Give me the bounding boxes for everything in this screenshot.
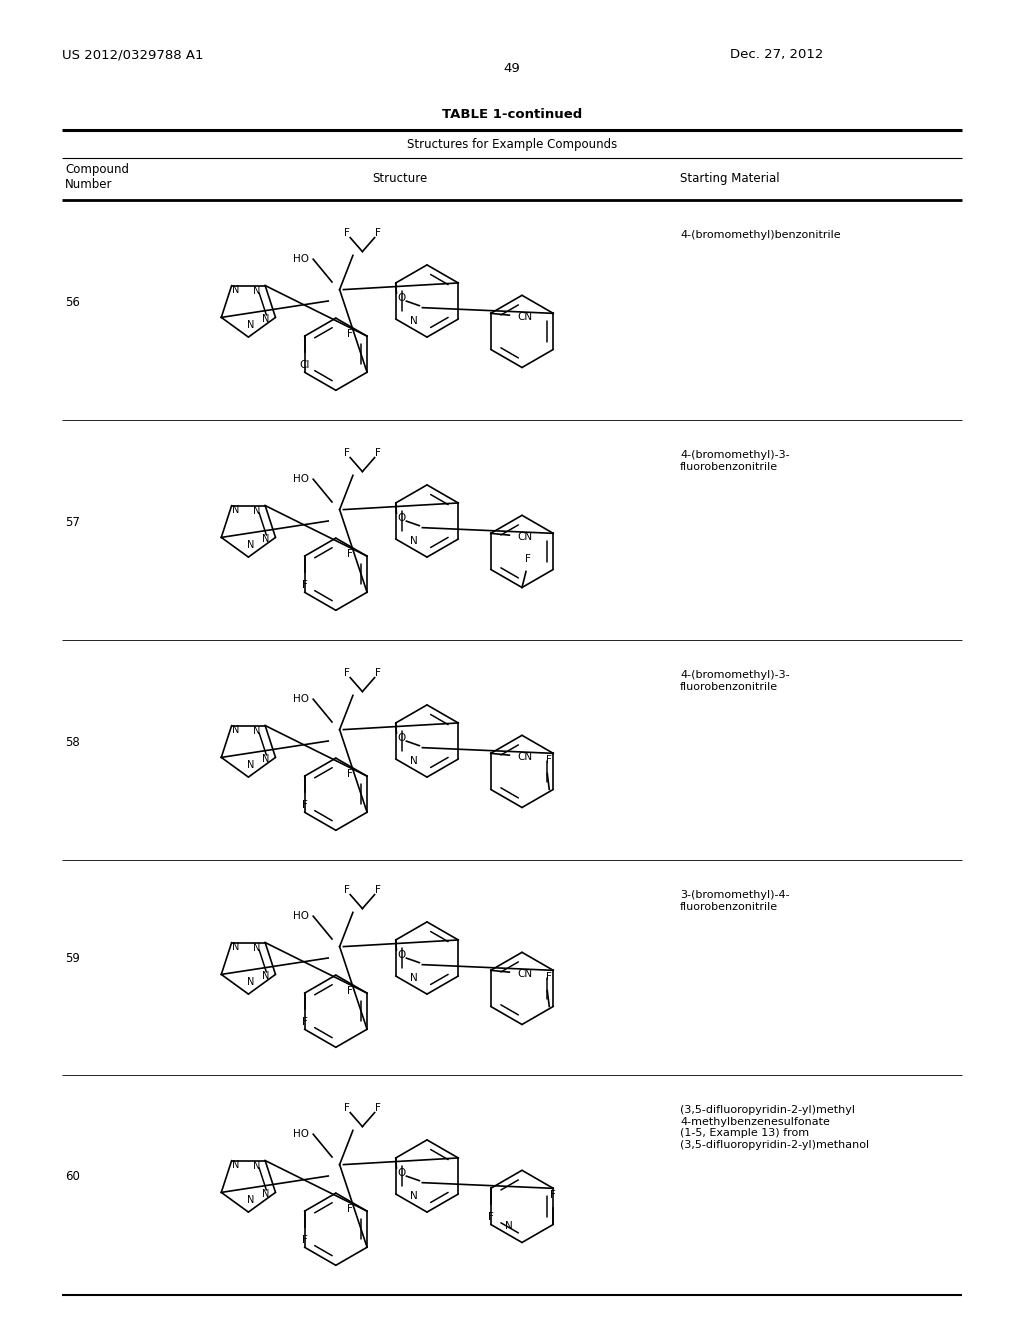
Text: O: O [397,733,406,743]
Text: F: F [344,447,350,458]
Text: N: N [254,1160,261,1171]
Text: F: F [347,329,353,339]
Text: CN: CN [517,532,532,543]
Text: O: O [397,950,406,960]
Text: N: N [247,1195,254,1205]
Text: CN: CN [517,312,532,322]
Text: Structure: Structure [373,172,428,185]
Text: 58: 58 [65,735,80,748]
Text: N: N [247,760,254,770]
Text: CN: CN [517,752,532,762]
Text: 49: 49 [504,62,520,75]
Text: F: F [375,227,381,238]
Text: F: F [375,1102,381,1113]
Text: N: N [232,725,240,734]
Text: N: N [262,314,269,325]
Text: N: N [232,941,240,952]
Text: N: N [410,756,418,766]
Text: N: N [262,972,269,981]
Text: Starting Material: Starting Material [680,172,779,185]
Text: 57: 57 [65,516,80,528]
Text: HO: HO [293,255,309,264]
Text: 4-(bromomethyl)-3-
fluorobenzonitrile: 4-(bromomethyl)-3- fluorobenzonitrile [680,450,790,471]
Text: O: O [397,1168,406,1179]
Text: F: F [344,884,350,895]
Text: Number: Number [65,178,113,191]
Text: N: N [254,506,261,516]
Text: N: N [410,1191,418,1201]
Text: F: F [547,973,552,982]
Text: O: O [397,293,406,304]
Text: CN: CN [517,969,532,979]
Text: N: N [262,1189,269,1200]
Text: 60: 60 [65,1171,80,1184]
Text: N: N [254,942,261,953]
Text: F: F [550,1191,556,1200]
Text: F: F [375,668,381,677]
Text: F: F [347,1204,353,1214]
Text: HO: HO [293,911,309,921]
Text: F: F [487,1212,494,1222]
Text: 4-(bromomethyl)-3-
fluorobenzonitrile: 4-(bromomethyl)-3- fluorobenzonitrile [680,671,790,692]
Text: Dec. 27, 2012: Dec. 27, 2012 [730,48,823,61]
Text: F: F [302,581,307,590]
Text: 59: 59 [65,953,80,965]
Text: O: O [397,513,406,523]
Text: N: N [262,755,269,764]
Text: HO: HO [293,1129,309,1139]
Text: F: F [302,800,307,810]
Text: (3,5-difluoropyridin-2-yl)methyl
4-methylbenzenesulfonate
(1-5, Example 13) from: (3,5-difluoropyridin-2-yl)methyl 4-methy… [680,1105,869,1150]
Text: N: N [410,973,418,983]
Text: TABLE 1-continued: TABLE 1-continued [442,108,582,121]
Text: Structures for Example Compounds: Structures for Example Compounds [407,139,617,150]
Text: N: N [232,285,240,294]
Text: N: N [262,535,269,544]
Text: F: F [375,884,381,895]
Text: N: N [254,726,261,735]
Text: HO: HO [293,694,309,704]
Text: F: F [525,553,530,564]
Text: 56: 56 [65,296,80,309]
Text: 4-(bromomethyl)benzonitrile: 4-(bromomethyl)benzonitrile [680,230,841,240]
Text: F: F [302,1236,307,1245]
Text: F: F [347,549,353,560]
Text: F: F [344,668,350,677]
Text: N: N [247,540,254,550]
Text: Cl: Cl [299,360,309,370]
Text: F: F [347,770,353,779]
Text: F: F [302,1018,307,1027]
Text: N: N [410,315,418,326]
Text: N: N [505,1221,512,1232]
Text: N: N [410,536,418,546]
Text: N: N [232,504,240,515]
Text: 3-(bromomethyl)-4-
fluorobenzonitrile: 3-(bromomethyl)-4- fluorobenzonitrile [680,890,790,912]
Text: F: F [344,227,350,238]
Text: F: F [344,1102,350,1113]
Text: N: N [247,321,254,330]
Text: N: N [247,977,254,987]
Text: Compound: Compound [65,162,129,176]
Text: HO: HO [293,474,309,484]
Text: F: F [547,755,552,766]
Text: US 2012/0329788 A1: US 2012/0329788 A1 [62,48,204,61]
Text: N: N [232,1159,240,1170]
Text: N: N [254,285,261,296]
Text: F: F [375,447,381,458]
Text: F: F [347,986,353,997]
